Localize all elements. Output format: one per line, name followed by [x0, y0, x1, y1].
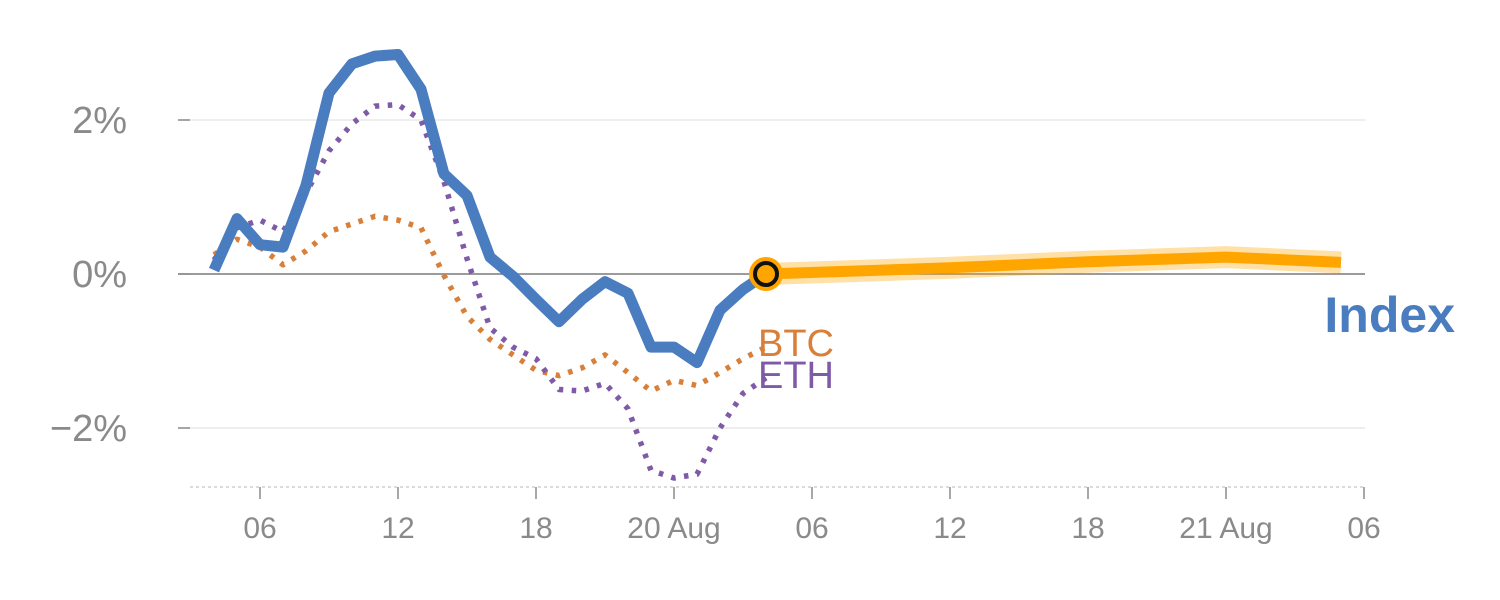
btc-line — [212, 213, 768, 394]
x-tick-label: 12 — [933, 512, 966, 545]
forecast-line — [765, 251, 1342, 280]
x-tick-label: 18 — [1071, 512, 1104, 545]
y-tick-label: −2% — [50, 408, 127, 450]
x-axis: 06 12 18 20 Aug 06 12 18 21 Aug 06 — [190, 486, 1381, 545]
x-tick-label: 18 — [519, 512, 552, 545]
y-axis: 2% 0% −2% — [50, 100, 190, 450]
series-labels: BTC ETH Index — [758, 287, 1455, 397]
eth-label: ETH — [758, 355, 834, 397]
y-tick-label: 0% — [72, 254, 127, 296]
x-tick-label: 06 — [243, 512, 276, 545]
current-point-marker — [753, 261, 779, 287]
series-layer — [208, 49, 1342, 481]
btc-label: BTC — [758, 323, 834, 365]
x-tick-label: 12 — [381, 512, 414, 545]
x-tick-label: 06 — [795, 512, 828, 545]
y-tick-label: 2% — [72, 100, 127, 142]
x-tick-label: 06 — [1347, 512, 1380, 545]
index-line — [208, 49, 770, 369]
x-tick-label: 20 Aug — [627, 512, 720, 545]
eth-line — [211, 101, 768, 481]
index-label: Index — [1324, 287, 1455, 343]
x-tick-label: 21 Aug — [1179, 512, 1272, 545]
